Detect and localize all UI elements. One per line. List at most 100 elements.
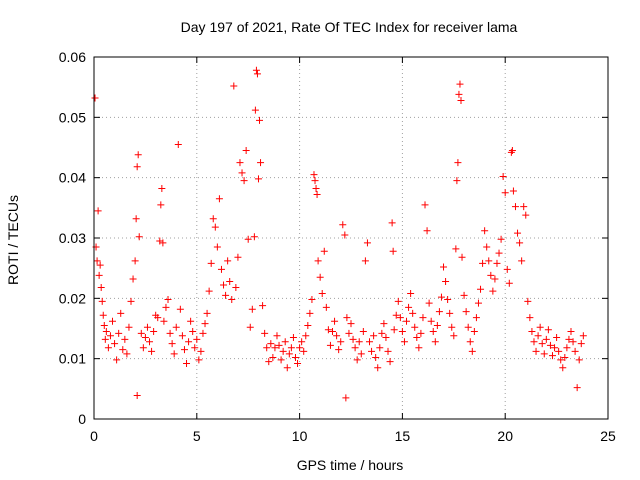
data-point: [183, 359, 191, 367]
data-point: [91, 94, 99, 102]
data-point: [363, 239, 371, 247]
data-point: [150, 328, 158, 336]
data-point: [265, 358, 273, 366]
data-point: [351, 344, 359, 352]
data-point: [211, 223, 219, 231]
data-point: [172, 323, 180, 331]
data-point: [230, 82, 238, 90]
data-point: [180, 346, 188, 354]
data-point: [579, 332, 587, 340]
data-point: [495, 249, 503, 257]
data-point: [232, 283, 240, 291]
data-point: [250, 233, 258, 241]
data-point: [94, 207, 102, 215]
data-point: [240, 177, 248, 185]
data-point: [248, 305, 256, 313]
x-tick-label: 25: [600, 428, 616, 444]
data-point: [298, 338, 306, 346]
y-tick-label: 0.02: [59, 290, 86, 306]
data-point: [542, 335, 550, 343]
data-point: [458, 253, 466, 261]
data-point: [217, 265, 225, 273]
data-point: [228, 296, 236, 304]
data-point: [474, 299, 482, 307]
data-point: [454, 159, 462, 167]
data-point: [546, 341, 554, 349]
data-point: [129, 275, 137, 283]
data-point: [222, 291, 230, 299]
data-point: [489, 287, 497, 295]
data-point: [411, 323, 419, 331]
data-point: [99, 311, 107, 319]
data-point: [242, 147, 250, 155]
y-tick-label: 0.06: [59, 49, 86, 65]
data-point: [281, 338, 289, 346]
data-point: [135, 233, 143, 241]
data-point: [238, 169, 246, 177]
data-point: [396, 314, 404, 322]
data-point: [370, 332, 378, 340]
data-point: [220, 281, 228, 289]
data-point: [553, 334, 561, 342]
data-point: [507, 148, 515, 156]
data-point: [119, 346, 127, 354]
data-point: [259, 302, 267, 310]
data-point: [437, 293, 445, 301]
grid-lines: [94, 57, 608, 419]
data-point: [133, 163, 141, 171]
data-point: [343, 314, 351, 322]
x-tick-label: 20: [497, 428, 513, 444]
data-point: [306, 309, 314, 317]
data-point: [442, 277, 450, 285]
data-point: [384, 347, 392, 355]
data-point: [423, 227, 431, 235]
data-point: [341, 231, 349, 239]
data-point: [193, 335, 201, 343]
data-point: [361, 257, 369, 265]
data-point: [460, 291, 468, 299]
data-point: [472, 314, 480, 322]
data-point: [253, 70, 261, 78]
data-point: [528, 328, 536, 336]
data-point: [148, 347, 156, 355]
data-point: [353, 356, 361, 364]
data-point: [388, 219, 396, 227]
data-point: [390, 326, 398, 334]
data-point: [261, 329, 269, 337]
data-point: [160, 317, 168, 325]
data-point: [199, 329, 207, 337]
y-tick-label: 0: [78, 411, 86, 427]
data-point: [429, 328, 437, 336]
data-point: [577, 340, 585, 348]
data-point: [127, 297, 135, 305]
data-point: [252, 66, 260, 74]
data-point: [132, 215, 140, 223]
data-point: [337, 338, 345, 346]
data-point: [294, 359, 302, 367]
data-point: [435, 308, 443, 316]
data-point: [376, 344, 384, 352]
x-tick-label: 10: [292, 428, 308, 444]
data-point: [347, 320, 355, 328]
data-point: [311, 177, 319, 185]
data-point: [201, 320, 209, 328]
data-point: [534, 332, 542, 340]
data-point: [296, 344, 304, 352]
data-point: [277, 356, 285, 364]
data-point: [95, 271, 103, 279]
y-tick-label: 0.05: [59, 109, 86, 125]
data-point: [109, 317, 117, 325]
data-point: [168, 340, 176, 348]
data-point: [322, 303, 330, 311]
data-point: [100, 321, 108, 329]
data-point: [520, 203, 528, 211]
data-point: [271, 344, 279, 352]
tick-labels: 0 5 10 15 20 25 0 0.01 0.02 0.03 0.04 0.05 0.06: [59, 49, 616, 444]
data-point: [518, 257, 526, 265]
data-point: [289, 334, 297, 342]
data-point: [559, 364, 567, 372]
data-point: [386, 358, 394, 366]
data-point: [269, 353, 277, 361]
data-point: [421, 201, 429, 209]
data-point: [207, 259, 215, 267]
